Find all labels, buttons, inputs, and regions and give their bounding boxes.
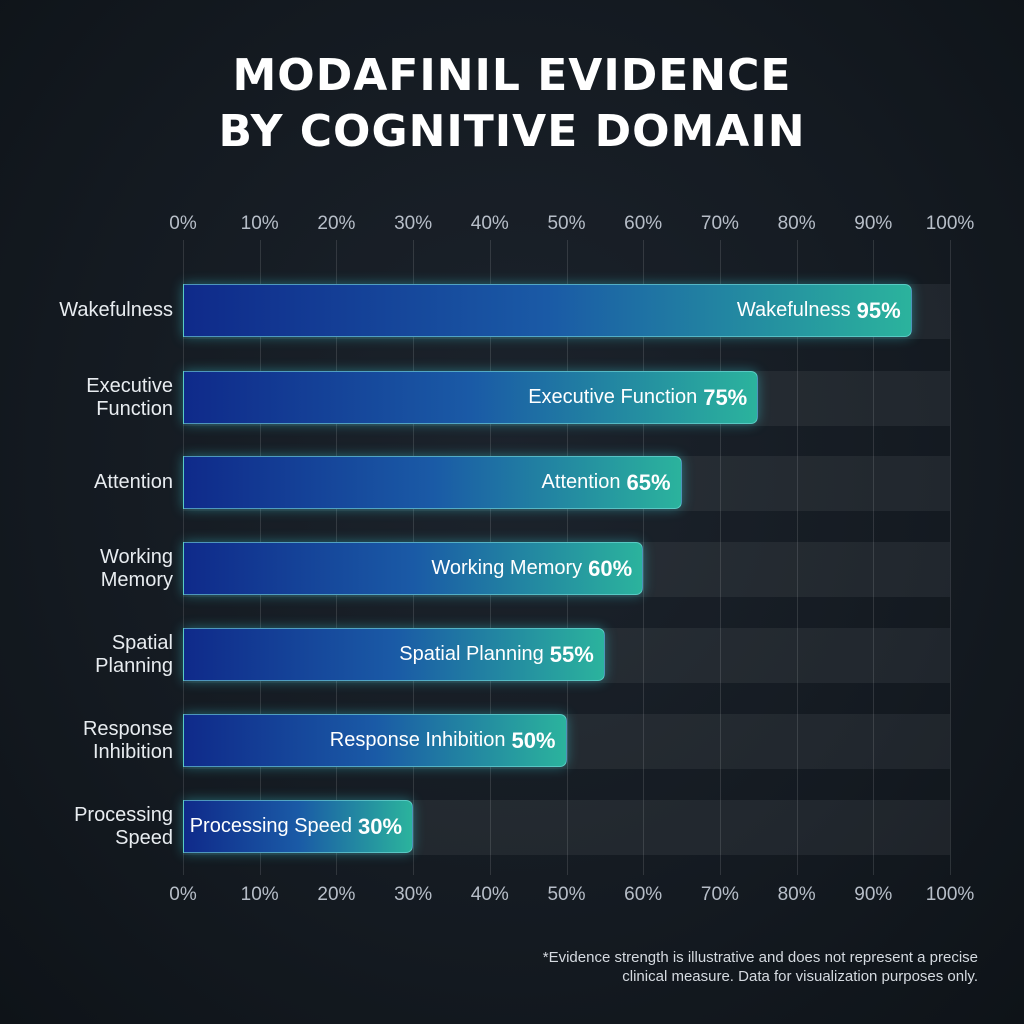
gridline xyxy=(873,240,875,875)
bar: Attention 65% xyxy=(183,456,682,509)
x-tick-label-bottom: 0% xyxy=(169,884,197,905)
category-label: Working Memory xyxy=(100,545,173,591)
bar-name-label: Attention xyxy=(541,471,621,493)
x-tick-label-bottom: 40% xyxy=(470,884,509,905)
bar-name-label: Working Memory xyxy=(431,557,583,579)
bar-value-label: 65% xyxy=(626,469,671,495)
x-tick-label-bottom: 90% xyxy=(854,884,893,905)
bar-name-label: Response Inhibition xyxy=(329,729,506,751)
x-tick-label-bottom: 100% xyxy=(925,884,975,905)
chart-title: MODAFINIL EVIDENCE BY COGNITIVE DOMAIN xyxy=(0,48,1024,160)
gridline xyxy=(719,240,721,875)
bar-value-label: 95% xyxy=(856,297,901,323)
footnote: *Evidence strength is illustrative and d… xyxy=(542,949,978,985)
x-tick-label-bottom: 10% xyxy=(240,884,279,905)
bar-name-label: Wakefulness xyxy=(736,299,851,321)
x-tick-label-top: 10% xyxy=(240,213,279,234)
category-label: Attention xyxy=(94,471,173,493)
x-tick-label-bottom: 70% xyxy=(700,884,739,905)
bar-value-label: 75% xyxy=(703,384,748,410)
bar: Wakefulness 95% xyxy=(183,284,912,337)
bar-value-label: 55% xyxy=(549,641,594,667)
bar-name-label: Spatial Planning xyxy=(399,643,544,665)
x-tick-label-bottom: 20% xyxy=(317,884,356,905)
chart-title-line-2: BY COGNITIVE DOMAIN xyxy=(218,106,806,157)
category-label: Wakefulness xyxy=(59,299,173,321)
category-label: Response Inhibition xyxy=(82,717,173,763)
x-tick-label-bottom: 30% xyxy=(394,884,433,905)
x-tick-label-bottom: 80% xyxy=(777,884,816,905)
chart-title-line-1: MODAFINIL EVIDENCE xyxy=(232,50,792,101)
bar: Response Inhibition 50% xyxy=(183,714,567,767)
x-tick-label-top: 50% xyxy=(547,213,586,234)
x-tick-label-top: 0% xyxy=(169,213,197,234)
bar-value-label: 30% xyxy=(358,813,403,839)
x-tick-label-bottom: 50% xyxy=(547,884,586,905)
x-tick-label-bottom: 60% xyxy=(624,884,663,905)
x-tick-label-top: 20% xyxy=(317,213,356,234)
bar: Working Memory 60% xyxy=(183,542,644,595)
x-tick-label-top: 80% xyxy=(777,213,816,234)
bar: Executive Function 75% xyxy=(183,371,759,424)
bar: Spatial Planning 55% xyxy=(183,628,605,681)
bar-name-label: Executive Function xyxy=(528,386,698,408)
category-label: Spatial Planning xyxy=(95,631,173,677)
category-label: Executive Function xyxy=(86,374,173,420)
bar: Processing Speed 30% xyxy=(183,800,414,853)
x-tick-label-top: 100% xyxy=(925,213,975,234)
x-tick-label-top: 70% xyxy=(700,213,739,234)
category-label: Processing Speed xyxy=(74,803,173,849)
bar-value-label: 50% xyxy=(511,727,556,753)
gridline xyxy=(643,240,645,875)
gridline xyxy=(796,240,798,875)
x-tick-label-top: 40% xyxy=(470,213,509,234)
gridline xyxy=(950,240,951,875)
x-tick-label-top: 90% xyxy=(854,213,893,234)
bar-name-label: Processing Speed xyxy=(189,815,353,837)
x-tick-label-top: 60% xyxy=(624,213,663,234)
bar-value-label: 60% xyxy=(588,555,633,581)
x-tick-label-top: 30% xyxy=(394,213,433,234)
